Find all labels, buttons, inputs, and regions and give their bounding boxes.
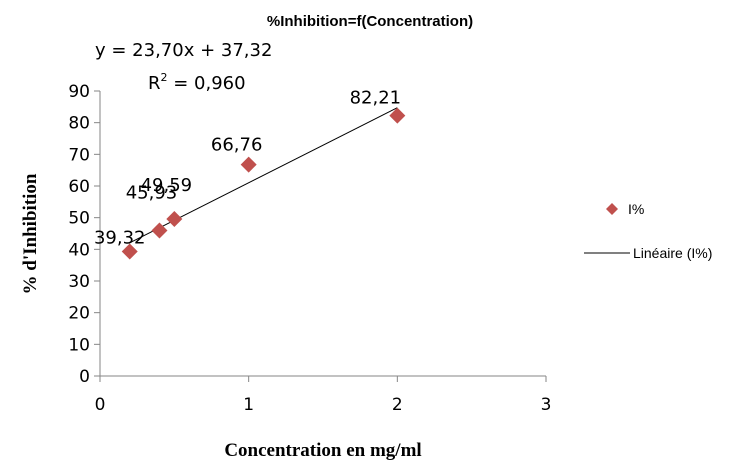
- y-tick-label: 20: [68, 304, 90, 324]
- y-tick-label: 70: [68, 145, 90, 165]
- x-tick-label: 0: [95, 395, 106, 415]
- y-tick-label: 50: [68, 209, 90, 229]
- data-label: 66,76: [211, 135, 263, 156]
- data-label: 49,59: [141, 175, 193, 196]
- data-label: 82,21: [350, 88, 402, 109]
- y-tick-label: 40: [68, 240, 90, 260]
- legend-marker-diamond: [606, 203, 618, 215]
- r2-prefix: R: [148, 73, 161, 94]
- data-label: 39,32: [94, 227, 146, 248]
- y-tick-label: 10: [68, 335, 90, 355]
- legend-label-trendline: Linéaire (I%): [633, 245, 712, 261]
- legend: I% Linéaire (I%): [584, 201, 712, 261]
- y-tick-label: 30: [68, 272, 90, 292]
- data-label: 45,93: [126, 183, 178, 204]
- data-point: [240, 156, 257, 173]
- y-tick-label: 60: [68, 177, 90, 197]
- data-point: [166, 210, 183, 227]
- data-point: [121, 243, 138, 260]
- trendline-equation: y = 23,70x + 37,32: [95, 40, 272, 61]
- data-point: [151, 222, 168, 239]
- legend-label-series: I%: [628, 201, 644, 217]
- y-axis-title: % d'Inhibition: [20, 173, 41, 294]
- y-tick-label: 0: [79, 367, 90, 387]
- data-point: [389, 107, 406, 124]
- r2-superscript: 2: [161, 71, 168, 84]
- x-tick-label: 1: [243, 395, 254, 415]
- plot-axes: 0 10 20 30 40 50 60 70 80 90 0 1 2 3: [68, 82, 551, 415]
- data-points-layer: [121, 107, 406, 260]
- y-tick-label: 90: [68, 82, 90, 102]
- x-tick-label: 2: [392, 395, 403, 415]
- trendline-r-squared: R2 = 0,960: [148, 71, 246, 94]
- y-tick-label: 80: [68, 114, 90, 134]
- r2-value: = 0,960: [168, 73, 246, 94]
- x-tick-label: 3: [541, 395, 552, 415]
- chart-title: %Inhibition=f(Concentration): [267, 13, 473, 30]
- x-axis-title: Concentration en mg/ml: [224, 440, 421, 461]
